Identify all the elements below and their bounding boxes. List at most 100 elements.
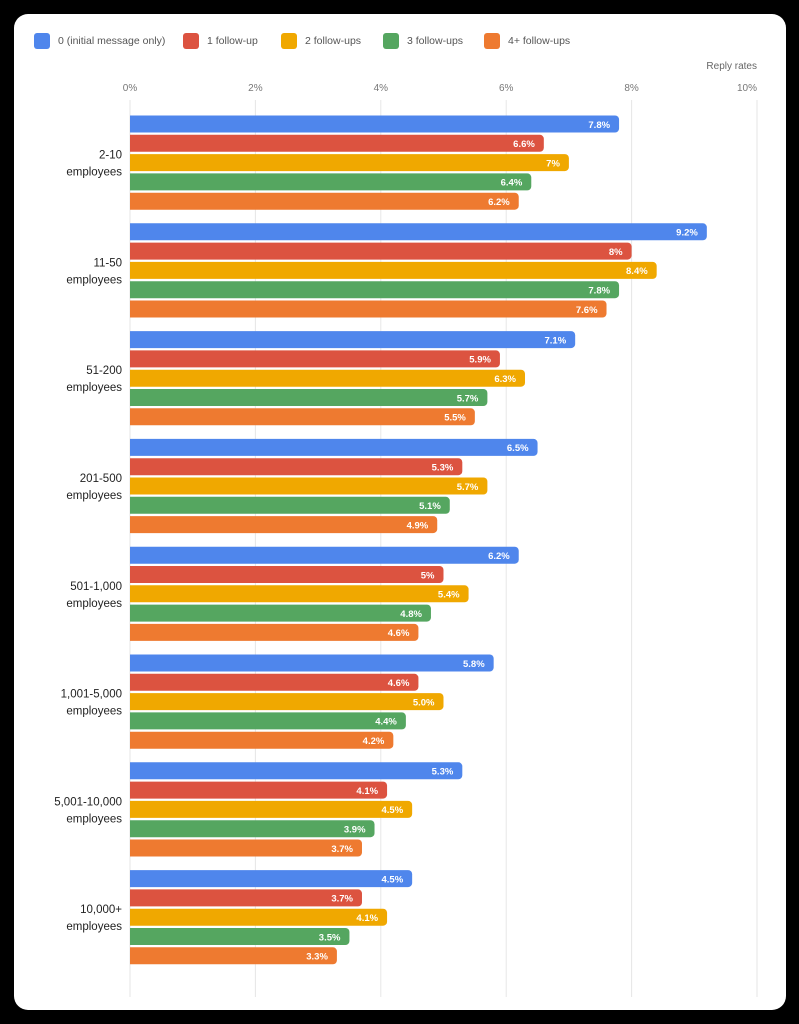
legend-item[interactable]: 4+ follow-ups <box>484 33 570 49</box>
bar <box>130 693 444 711</box>
bar <box>129 839 362 857</box>
bar <box>130 673 419 691</box>
bar <box>130 223 707 241</box>
data-label: 4.2% <box>363 736 385 747</box>
legend-label: 3 follow-ups <box>407 35 464 47</box>
data-label: 5.1% <box>419 501 441 512</box>
bar <box>130 604 431 622</box>
bar <box>130 458 463 476</box>
bar <box>130 546 519 564</box>
bar <box>130 566 444 583</box>
data-label: 6.2% <box>488 197 510 208</box>
bar <box>130 477 488 495</box>
category-label: 5,001-10,000 <box>54 796 122 808</box>
bar <box>130 800 413 818</box>
bar <box>130 762 463 780</box>
legend-item[interactable]: 2 follow-ups <box>281 33 361 49</box>
bar <box>130 115 620 133</box>
data-label: 3.7% <box>331 894 353 905</box>
data-label: 5.3% <box>432 767 454 778</box>
category-label: 51-200 <box>86 365 122 377</box>
x-tick-label: 2% <box>248 83 263 94</box>
data-label: 8% <box>609 247 623 258</box>
bar <box>130 623 419 641</box>
data-label: 4.5% <box>381 874 403 885</box>
data-label: 8.4% <box>626 266 648 277</box>
category-label: 201-500 <box>80 473 122 485</box>
data-label: 4.1% <box>356 913 378 924</box>
data-label: 3.5% <box>319 932 341 943</box>
category-label: employees <box>66 382 122 394</box>
category-label: employees <box>66 274 122 286</box>
legend-label: 4+ follow-ups <box>508 35 571 47</box>
data-label: 3.9% <box>344 825 366 836</box>
x-tick-label: 4% <box>374 83 389 94</box>
bar <box>130 585 469 603</box>
data-label: 3.3% <box>306 952 328 963</box>
legend-swatch <box>281 33 297 49</box>
bar <box>130 654 494 672</box>
data-label: 6.2% <box>488 551 510 562</box>
category-label: employees <box>66 706 122 718</box>
data-label: 7.8% <box>588 286 610 297</box>
bar <box>130 154 569 172</box>
data-label: 6.5% <box>507 443 529 454</box>
bar <box>130 947 337 965</box>
bar <box>130 870 413 888</box>
legend-label: 2 follow-ups <box>305 35 362 47</box>
data-label: 4.5% <box>381 805 403 816</box>
bar <box>130 173 532 191</box>
bar <box>129 889 362 907</box>
bar <box>130 820 375 838</box>
x-tick-label: 0% <box>123 83 138 94</box>
bar <box>130 908 388 926</box>
data-label: 4.1% <box>356 786 378 797</box>
data-label: 7.1% <box>545 335 567 346</box>
data-label: 5.5% <box>444 413 466 424</box>
data-label: 5% <box>421 570 435 581</box>
data-label: 5.8% <box>463 659 485 670</box>
bar <box>130 369 526 387</box>
data-label: 7% <box>546 158 560 169</box>
legend-swatch <box>484 33 500 49</box>
legend-swatch <box>34 33 50 49</box>
data-label: 4.4% <box>375 717 397 728</box>
bar <box>130 712 406 730</box>
data-label: 5.4% <box>438 590 460 601</box>
category-label: employees <box>66 598 122 610</box>
category-label: employees <box>66 167 122 179</box>
data-label: 9.2% <box>676 228 698 239</box>
bar <box>130 389 488 406</box>
bar <box>130 731 394 749</box>
data-label: 5.0% <box>413 697 435 708</box>
bar <box>130 300 607 318</box>
bar <box>130 331 576 349</box>
data-label: 4.9% <box>407 520 429 531</box>
legend-item[interactable]: 3 follow-ups <box>383 33 463 49</box>
category-label: 1,001-5,000 <box>61 689 122 701</box>
bar <box>130 350 500 368</box>
category-label: 10,000+ <box>80 904 122 916</box>
legend-label: 0 (initial message only) <box>58 35 166 47</box>
category-label: 11-50 <box>93 257 122 269</box>
category-label: employees <box>66 921 122 933</box>
bar <box>130 281 620 299</box>
data-label: 7.8% <box>588 120 610 131</box>
data-label: 6.4% <box>501 178 523 189</box>
data-label: 5.7% <box>457 393 479 404</box>
legend-label: 1 follow-up <box>207 35 258 47</box>
legend-item[interactable]: 1 follow-up <box>183 33 258 49</box>
x-tick-label: 8% <box>624 83 639 94</box>
bar <box>130 192 519 210</box>
category-label: employees <box>66 813 122 825</box>
data-label: 4.8% <box>400 609 422 620</box>
data-label: 7.6% <box>576 305 598 316</box>
data-label: 3.7% <box>331 844 353 855</box>
bar <box>130 134 544 152</box>
legend-item[interactable]: 0 (initial message only) <box>34 33 165 49</box>
bar <box>130 438 538 456</box>
legend-swatch <box>183 33 199 49</box>
data-label: 5.9% <box>469 355 491 366</box>
category-label: employees <box>66 490 122 502</box>
